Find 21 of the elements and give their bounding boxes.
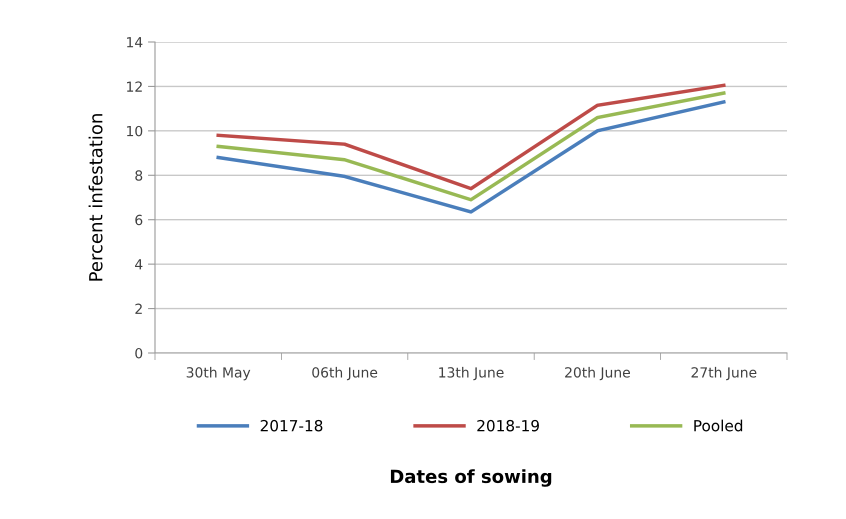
- y-tick-label: 0: [135, 348, 142, 358]
- x-tick-label: 06th June: [312, 366, 378, 380]
- x-axis-title: Dates of sowing: [390, 469, 552, 487]
- y-tick-label: 4: [135, 259, 142, 270]
- y-tick-label: 12: [127, 81, 142, 92]
- legend-label: 2017-18: [260, 420, 322, 432]
- x-tick-label: 30th May: [186, 366, 250, 380]
- legend-label: Pooled: [694, 420, 742, 432]
- y-axis-title: Percent infestation: [88, 114, 103, 281]
- x-tick-label: 13th June: [439, 366, 504, 380]
- y-tick-label: 2: [135, 304, 142, 314]
- y-tick-label: 8: [135, 170, 142, 181]
- line-series: [216, 91, 726, 202]
- x-tick-label: 20th June: [565, 366, 630, 380]
- y-tick-label: 10: [127, 126, 142, 136]
- line-series: [216, 84, 726, 190]
- line-series: [216, 100, 726, 214]
- x-tick-label: 27th June: [692, 366, 756, 380]
- y-tick-label: 6: [135, 214, 142, 226]
- legend-label: 2018-19: [477, 420, 539, 432]
- y-tick-label: 14: [127, 37, 142, 48]
